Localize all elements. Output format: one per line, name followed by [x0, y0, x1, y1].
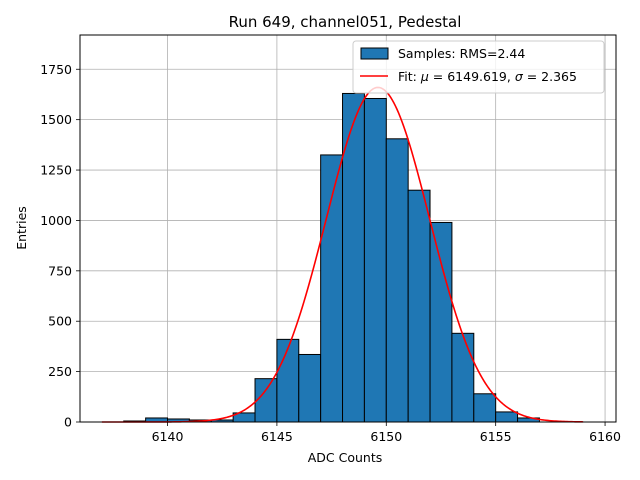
- legend-box: [352, 40, 605, 94]
- y-tick-label: 500: [48, 314, 72, 329]
- x-tick-label: 6155: [480, 429, 512, 444]
- histogram-bar: [451, 332, 475, 423]
- x-axis-title: ADC Counts: [308, 450, 383, 465]
- histogram-bar: [429, 221, 453, 423]
- y-tick-label: 750: [48, 263, 72, 278]
- legend-fit-mu-value: = 6149.619,: [429, 69, 515, 84]
- legend-fit-sigma-value: = 2.365: [523, 69, 577, 84]
- legend-fit-sigma-symbol: σ: [515, 69, 524, 84]
- histogram-bar: [385, 138, 409, 423]
- x-tick-label: 6140: [152, 429, 184, 444]
- plot-frame: [79, 34, 617, 423]
- legend-swatch-samples: [360, 47, 389, 60]
- histogram-bar: [298, 353, 322, 423]
- histogram-bar: [407, 189, 431, 423]
- histogram-bar: [495, 411, 519, 423]
- y-axis: 0 250 500 750 1000 1250 1500 1750: [40, 62, 80, 430]
- histogram-bar: [473, 393, 497, 423]
- y-tick-label: 250: [48, 364, 72, 379]
- legend-fit-prefix: Fit:: [398, 69, 421, 84]
- y-tick-label: 1000: [40, 213, 72, 228]
- x-tick-label: 6160: [589, 429, 621, 444]
- histogram-bar: [342, 92, 365, 423]
- y-tick-label: 1750: [40, 62, 72, 77]
- legend-label-fit: Fit: μ = 6149.619, σ = 2.365: [398, 69, 577, 84]
- y-tick-label: 0: [64, 415, 72, 430]
- histogram-bar: [276, 338, 300, 423]
- x-axis: 6140 6145 6150 6155 6160: [152, 422, 621, 444]
- histogram-bar: [254, 378, 278, 423]
- legend-fit-mu-symbol: μ: [420, 69, 429, 84]
- x-tick-label: 6150: [370, 429, 402, 444]
- y-axis-title: Entries: [14, 206, 29, 250]
- y-tick-label: 1250: [40, 163, 72, 178]
- legend: Samples: RMS=2.44 Fit: μ = 6149.619, σ =…: [352, 40, 605, 94]
- histogram-bars: [123, 92, 540, 423]
- legend-label-samples: Samples: RMS=2.44: [398, 46, 525, 61]
- y-tick-label: 1500: [40, 112, 72, 127]
- x-tick-label: 6145: [261, 429, 293, 444]
- chart-title: Run 649, channel051, Pedestal: [229, 13, 462, 31]
- histogram-bar: [363, 97, 387, 423]
